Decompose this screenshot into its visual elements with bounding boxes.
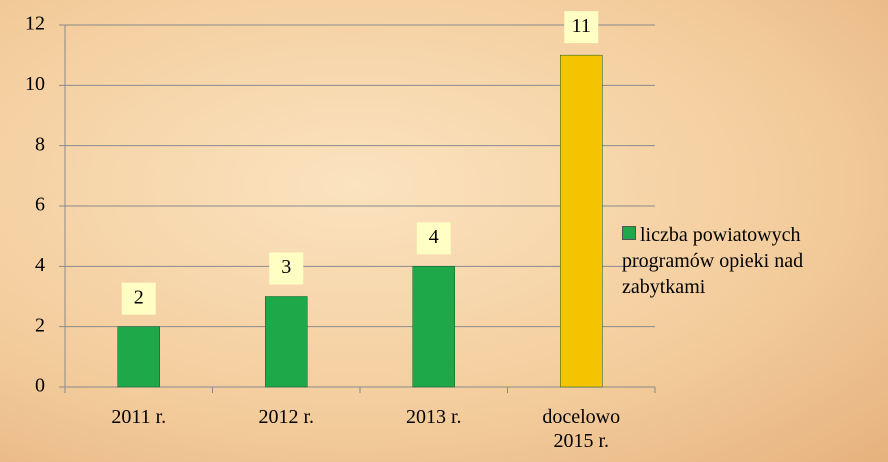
y-tick-label: 10 bbox=[25, 73, 45, 95]
y-tick-label: 2 bbox=[35, 314, 45, 336]
legend-swatch bbox=[622, 226, 636, 240]
legend: liczba powiatowych programów opieki nad … bbox=[622, 222, 884, 300]
y-tick-label: 6 bbox=[35, 194, 45, 216]
chart: 0 2 4 6 8 10 12 2 3 4 11 liczba powiatowych progra… bbox=[0, 0, 888, 462]
value-label: 4 bbox=[429, 226, 439, 248]
legend-label: liczba powiatowych programów opieki nad … bbox=[622, 224, 803, 298]
value-label: 11 bbox=[572, 15, 591, 37]
y-tick-label: 12 bbox=[25, 13, 45, 35]
value-label: 3 bbox=[281, 256, 291, 278]
bar bbox=[413, 266, 455, 387]
y-tick-label: 0 bbox=[35, 375, 45, 397]
y-tick-label: 8 bbox=[35, 133, 45, 155]
x-tick-label: 2013 r. bbox=[374, 405, 494, 429]
y-tick-label: 4 bbox=[35, 254, 45, 276]
bar bbox=[265, 297, 307, 388]
bar bbox=[560, 55, 602, 387]
value-label: 2 bbox=[134, 286, 144, 308]
x-tick-label: 2012 r. bbox=[226, 405, 346, 429]
x-tick-label: docelowo 2015 r. bbox=[521, 405, 641, 453]
x-tick-label: 2011 r. bbox=[79, 405, 199, 429]
bar bbox=[118, 327, 160, 387]
